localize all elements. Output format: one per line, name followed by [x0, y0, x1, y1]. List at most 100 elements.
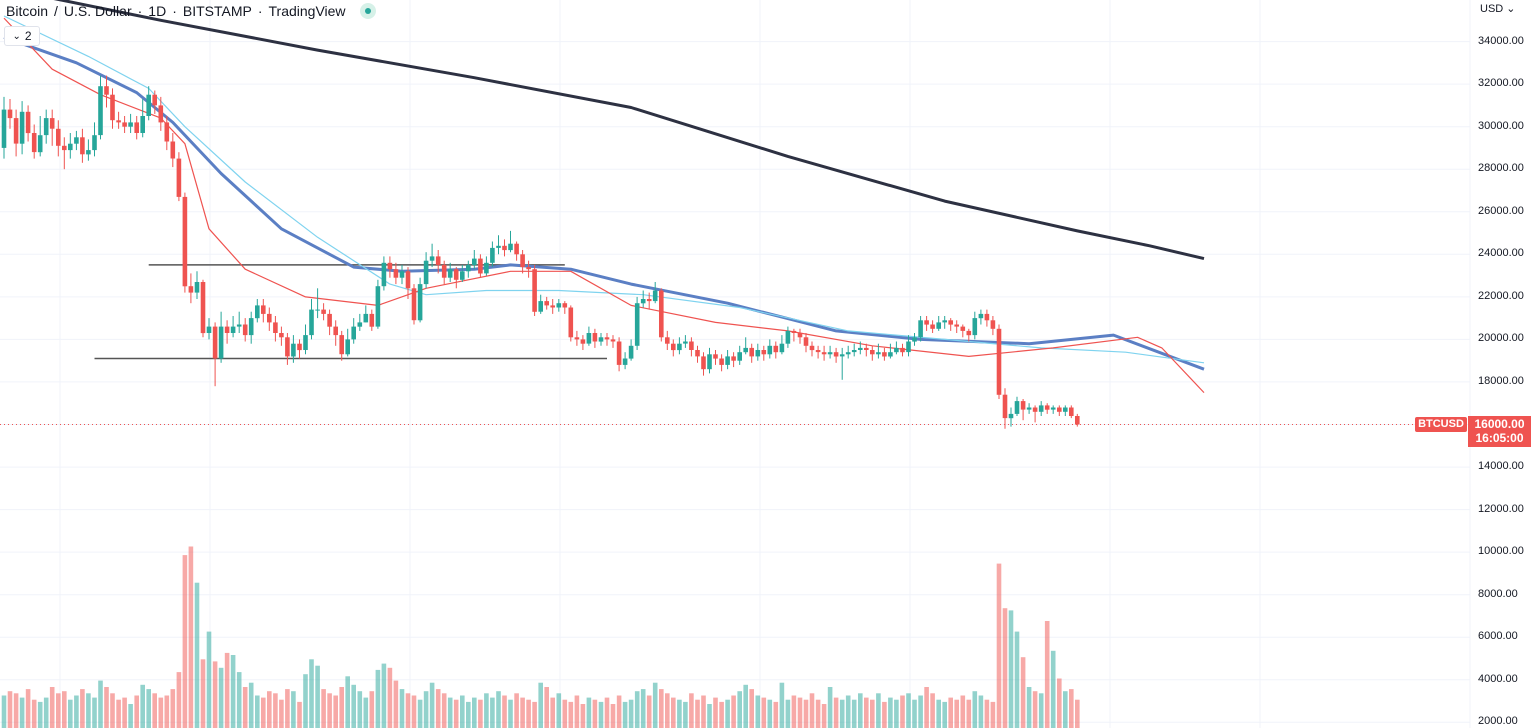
- candle-body: [894, 347, 899, 353]
- volume-bar: [447, 697, 453, 728]
- candle-body: [514, 243, 519, 255]
- volume-bar: [327, 693, 332, 728]
- volume-bar: [598, 701, 604, 728]
- volume-bar: [767, 699, 773, 728]
- candle-body: [858, 347, 863, 350]
- volume-bar: [37, 701, 43, 728]
- candle-body: [809, 345, 815, 351]
- volume-bar: [809, 693, 815, 728]
- candle-body: [429, 256, 435, 261]
- volume-bar: [942, 701, 947, 728]
- volume-bar: [248, 682, 254, 728]
- volume-bar: [110, 693, 115, 728]
- moving-averages: [3, 0, 1205, 394]
- price-axis-label: 18000.00: [1478, 374, 1524, 387]
- candle-body: [882, 352, 887, 357]
- volume-bar: [755, 695, 761, 728]
- volume-bar: [514, 693, 519, 728]
- candle-body: [369, 313, 375, 327]
- candle-body: [568, 307, 574, 338]
- candle-body: [267, 313, 272, 323]
- volume-bar: [309, 659, 314, 728]
- candle-body: [164, 122, 170, 142]
- volume-bar: [279, 699, 284, 728]
- candle-body: [62, 145, 67, 151]
- price-axis-label: 22000.00: [1478, 289, 1524, 302]
- volume-bar: [779, 682, 785, 728]
- volume-bar: [429, 682, 435, 728]
- volume-bar: [291, 691, 296, 728]
- candle-body: [393, 269, 399, 278]
- symbol-name: Bitcoin: [6, 3, 49, 19]
- volume-bar: [659, 689, 664, 728]
- volume-bar: [417, 699, 423, 728]
- indicators-collapse-button[interactable]: ⌄ 2: [4, 26, 40, 46]
- volume-bar: [532, 701, 537, 728]
- candle-body: [478, 258, 483, 274]
- candle-body: [737, 352, 742, 361]
- volume-bars: [1, 546, 1080, 728]
- last-price-value: 16000.00: [1474, 417, 1525, 431]
- volume-bar: [1044, 621, 1050, 728]
- header-dot: ·: [257, 3, 263, 19]
- candle-body: [785, 330, 791, 344]
- volume-bar: [1057, 678, 1062, 728]
- candle-body: [659, 290, 664, 338]
- volume-bar: [1008, 610, 1014, 728]
- price-axis-label: 34000.00: [1478, 34, 1524, 47]
- market-status-icon[interactable]: [359, 3, 376, 19]
- volume-bar: [496, 691, 501, 728]
- volume-bar: [453, 699, 459, 728]
- candle-body: [43, 118, 49, 136]
- volume-bar: [556, 693, 562, 728]
- volume-bar: [134, 695, 139, 728]
- candle-body: [683, 341, 688, 344]
- volume-bar: [689, 693, 694, 728]
- volume-bar: [86, 693, 91, 728]
- volume-bar: [833, 697, 839, 728]
- candle-body: [423, 260, 429, 285]
- volume-bar: [441, 693, 447, 728]
- volume-bar: [839, 699, 845, 728]
- candle-body: [86, 150, 91, 155]
- volume-bar: [164, 695, 170, 728]
- volume-bar: [182, 555, 188, 728]
- volume-bar: [984, 699, 990, 728]
- moving-average-line: [53, 0, 1205, 261]
- volume-bar: [460, 695, 465, 728]
- candle-body: [411, 288, 417, 321]
- volume-bar: [845, 695, 851, 728]
- volume-bar: [749, 689, 754, 728]
- volume-bar: [580, 704, 586, 728]
- candle-body: [749, 347, 754, 357]
- candle-body: [652, 290, 658, 302]
- volume-bar: [357, 691, 363, 728]
- candle-body: [604, 337, 610, 340]
- candle-body: [743, 347, 748, 353]
- volume-bar: [550, 697, 555, 728]
- volume-bar: [206, 631, 212, 728]
- volume-bar: [1032, 691, 1038, 728]
- volume-bar: [604, 697, 610, 728]
- price-axis-label: 26000.00: [1478, 204, 1524, 217]
- volume-bar: [894, 699, 899, 728]
- candle-body: [990, 320, 996, 329]
- volume-bar: [49, 687, 55, 728]
- candle-body: [839, 354, 845, 357]
- candle-body: [936, 322, 941, 329]
- header-separator: /: [54, 3, 58, 19]
- volume-bar: [62, 691, 67, 728]
- candle-body: [152, 94, 157, 106]
- candle-body: [1057, 407, 1062, 412]
- candle-body: [309, 309, 314, 336]
- currency-selector[interactable]: USD ⌄: [1480, 3, 1516, 15]
- volume-bar: [803, 699, 809, 728]
- candle-body: [128, 122, 133, 127]
- candle-body: [550, 305, 555, 308]
- candle-body: [767, 345, 773, 355]
- candle-body: [1, 109, 7, 148]
- volume-bar: [1069, 689, 1074, 728]
- candle-body: [586, 333, 592, 344]
- candle-body: [924, 320, 929, 325]
